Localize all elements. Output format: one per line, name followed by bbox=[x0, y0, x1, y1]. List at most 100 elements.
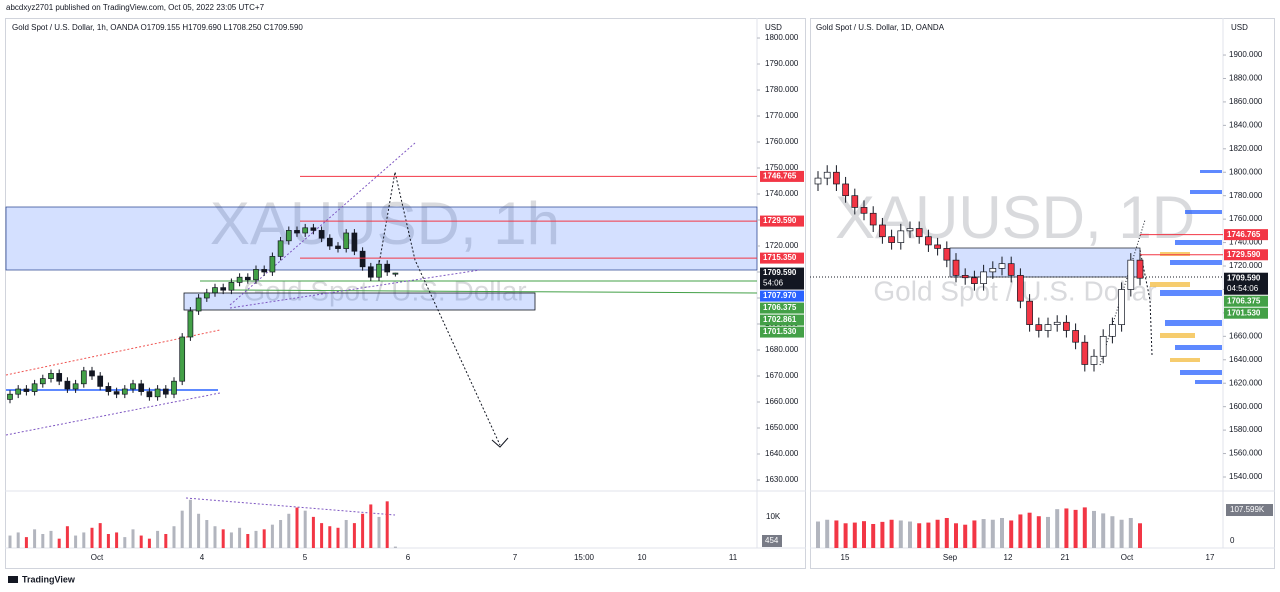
price-tag-bg bbox=[1224, 307, 1268, 319]
x-tick-label: Oct bbox=[1121, 553, 1134, 562]
candle-body bbox=[318, 230, 325, 239]
candle-body bbox=[1026, 300, 1033, 325]
volume-bar bbox=[246, 534, 250, 548]
candle-body bbox=[23, 388, 30, 392]
y-tick-label: 1750.000 bbox=[765, 163, 799, 172]
y-tick-label: 1860.000 bbox=[1229, 97, 1263, 106]
volume-bar bbox=[1036, 516, 1041, 548]
panel-frame bbox=[810, 18, 1275, 569]
volume-bar bbox=[1046, 516, 1050, 548]
candle-body bbox=[195, 297, 202, 312]
candle-body bbox=[971, 277, 978, 284]
candle-body bbox=[359, 250, 366, 268]
volume-bar bbox=[1018, 514, 1023, 548]
candle-body bbox=[392, 272, 399, 275]
candle-body bbox=[860, 207, 868, 214]
volume-bar bbox=[229, 532, 233, 548]
x-tick-label: 17 bbox=[1206, 553, 1215, 562]
x-tick-label: 6 bbox=[406, 553, 411, 562]
volume-bar bbox=[1101, 513, 1106, 548]
y-tick-label: 1780.000 bbox=[1229, 191, 1263, 200]
y-tick-label: 1720.000 bbox=[765, 241, 799, 250]
price-tag: 1709.590 bbox=[1227, 273, 1261, 282]
volume-bar bbox=[816, 521, 820, 548]
candle-body bbox=[285, 230, 292, 242]
candle-body bbox=[961, 275, 969, 279]
volume-trend bbox=[185, 497, 396, 516]
candle-body bbox=[31, 383, 38, 392]
y-tick-label: 1620.000 bbox=[1229, 378, 1263, 387]
candle-body bbox=[64, 380, 71, 390]
price-tag-bg bbox=[760, 170, 804, 182]
candle-body bbox=[146, 391, 153, 398]
price-tag: 1701.530 bbox=[1227, 308, 1261, 317]
candle-body bbox=[187, 310, 194, 338]
volume-bar bbox=[889, 519, 894, 548]
volume-bar bbox=[131, 529, 135, 548]
candle-body bbox=[351, 232, 358, 252]
y-tick-label: 1790.000 bbox=[765, 59, 799, 68]
price-tag-bg bbox=[760, 314, 804, 326]
candle-body bbox=[343, 232, 350, 249]
panel-title: Gold Spot / U.S. Dollar, 1D, OANDA bbox=[816, 23, 945, 32]
volume-bar bbox=[361, 513, 365, 548]
candle-body bbox=[15, 388, 22, 395]
volume-bar bbox=[825, 519, 830, 548]
candle-body bbox=[376, 263, 382, 278]
volume-bar bbox=[147, 538, 151, 548]
candle-body bbox=[943, 248, 951, 261]
candle-body bbox=[105, 386, 112, 392]
y-tick-label: 1660.000 bbox=[765, 397, 799, 406]
candle-body bbox=[367, 266, 374, 278]
volume-bar bbox=[139, 535, 143, 548]
candle-body bbox=[1099, 335, 1107, 357]
y-tick-label: 1600.000 bbox=[1229, 402, 1263, 411]
volume-bar bbox=[65, 526, 69, 548]
volume-bar bbox=[1092, 510, 1096, 548]
volume-tag-bg bbox=[1226, 504, 1273, 517]
candle-body bbox=[89, 370, 95, 377]
candle-body bbox=[906, 228, 914, 232]
price-tag: 1729.590 bbox=[1227, 250, 1261, 259]
volume-bar bbox=[213, 526, 217, 548]
x-tick-label: 11 bbox=[729, 553, 738, 562]
price-tag-bg bbox=[760, 252, 804, 264]
candle-body bbox=[244, 276, 251, 281]
zone bbox=[183, 292, 536, 311]
x-tick-label: Sep bbox=[943, 553, 958, 562]
countdown: 04:54:06 bbox=[1227, 284, 1259, 293]
x-tick-label: 21 bbox=[1061, 553, 1070, 562]
volume-bar bbox=[917, 523, 922, 548]
candle-body bbox=[851, 195, 859, 208]
candle-body bbox=[7, 393, 13, 400]
candle-body bbox=[310, 227, 317, 231]
x-tick-label: 15 bbox=[841, 553, 850, 562]
price-tag-bg bbox=[760, 326, 804, 338]
candle-body bbox=[212, 287, 218, 294]
x-tick-label: 10 bbox=[638, 553, 647, 562]
price-tag-bg bbox=[760, 302, 804, 314]
countdown: 54:06 bbox=[763, 279, 784, 288]
volume-bar bbox=[377, 516, 381, 548]
volume-bar bbox=[981, 519, 986, 548]
candle-body bbox=[989, 268, 997, 273]
price-tag-bg bbox=[760, 215, 804, 227]
volume-bar bbox=[336, 527, 340, 548]
level-line bbox=[229, 289, 758, 294]
candle-body bbox=[269, 256, 276, 273]
candle-body bbox=[302, 227, 309, 234]
volume-bar bbox=[57, 538, 61, 548]
x-tick-label: 7 bbox=[513, 553, 518, 562]
volume-bar bbox=[1119, 519, 1124, 548]
y-tick-label: 1580.000 bbox=[1229, 425, 1263, 434]
volume-bar bbox=[49, 530, 53, 548]
volume-bar bbox=[1073, 509, 1078, 548]
candle-body bbox=[980, 271, 987, 284]
price-tag: 1707.970 bbox=[763, 291, 797, 300]
y-tick-label: 1880.000 bbox=[1229, 74, 1263, 83]
candle-body bbox=[1118, 289, 1125, 325]
candle-body bbox=[113, 391, 120, 395]
candle-body bbox=[842, 183, 849, 197]
panel-1d: Gold Spot / U.S. Dollar, 1D, OANDA USD X… bbox=[810, 23, 1273, 562]
candle-body bbox=[823, 171, 831, 179]
